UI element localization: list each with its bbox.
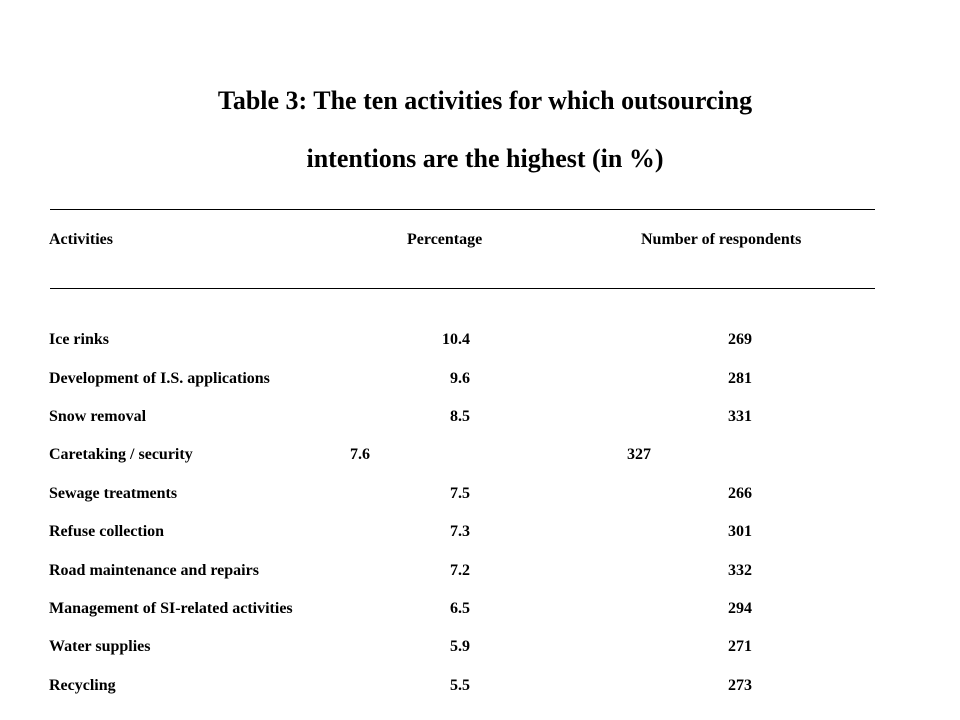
table-row-10-respondents: 273 [728, 677, 752, 694]
table-row-3-activity: Snow removal [49, 408, 147, 425]
table-title-line-1: Table 3: The ten activities for which ou… [217, 86, 753, 115]
table-row-8-respondents: 294 [728, 600, 752, 617]
table-row-6-percentage: 7.3 [450, 523, 470, 540]
table-row-8-activity: Management of SI-related activities [49, 600, 293, 617]
column-header-activities: Activities [49, 231, 113, 248]
table-row-4-activity: Caretaking / security [49, 446, 193, 463]
table-row-7-activity: Road maintenance and repairs [49, 562, 259, 579]
table-row-6-respondents: 301 [728, 523, 752, 540]
table-row-9-activity: Water supplies [49, 638, 151, 655]
table-row-3-respondents: 331 [728, 408, 752, 425]
table-row-2-activity: Development of I.S. applications [49, 370, 270, 387]
table-row-9-percentage: 5.9 [450, 638, 470, 655]
column-header-percentage: Percentage [407, 231, 483, 248]
table-row-4-percentage: 7.6 [350, 446, 370, 463]
table-row-1-percentage: 10.4 [442, 331, 470, 348]
table-row-10-activity: Recycling [49, 677, 116, 694]
header-top-rule [50, 209, 875, 210]
table-row-10-percentage: 5.5 [450, 677, 470, 694]
table-row-1-activity: Ice rinks [49, 331, 109, 348]
table-row-8-percentage: 6.5 [450, 600, 470, 617]
table-title-line-2: intentions are the highest (in %) [306, 144, 664, 173]
header-bottom-rule [50, 288, 875, 289]
table-row-3-percentage: 8.5 [450, 408, 470, 425]
table-row-7-percentage: 7.2 [450, 562, 470, 579]
table-row-2-respondents: 281 [728, 370, 752, 387]
table-row-5-percentage: 7.5 [450, 485, 470, 502]
table-row-5-respondents: 266 [728, 485, 752, 502]
table-row-9-respondents: 271 [728, 638, 752, 655]
table-row-7-respondents: 332 [728, 562, 752, 579]
table-row-4-respondents: 327 [627, 446, 651, 463]
column-header-respondents: Number of respondents [641, 231, 802, 248]
table-row-2-percentage: 9.6 [450, 370, 470, 387]
table-row-5-activity: Sewage treatments [49, 485, 178, 502]
table-row-1-respondents: 269 [728, 331, 752, 348]
table-row-6-activity: Refuse collection [49, 523, 165, 540]
